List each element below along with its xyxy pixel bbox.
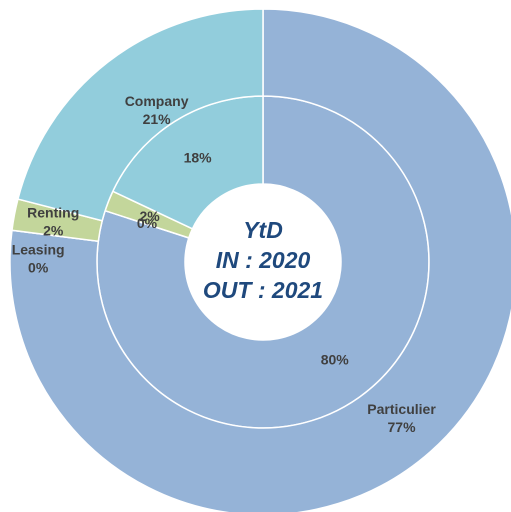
value-label: 2%	[139, 208, 160, 224]
value-label: 21%	[143, 111, 172, 127]
value-label: 2%	[43, 222, 64, 238]
center-text: OUT : 2021	[203, 277, 323, 303]
category-label: Particulier	[367, 401, 436, 417]
value-label: 0%	[28, 259, 49, 275]
donut-slice	[17, 8, 264, 222]
value-label: 18%	[184, 150, 213, 166]
center-text: YtD	[243, 217, 283, 243]
value-label: 80%	[321, 351, 350, 367]
category-label: Leasing	[12, 241, 65, 257]
value-label: 77%	[388, 419, 417, 435]
donut-slice	[9, 8, 511, 512]
value-label: 0%	[137, 215, 158, 231]
category-label: Company	[125, 93, 189, 109]
category-label: Renting	[27, 204, 79, 220]
center-text: IN : 2020	[216, 247, 311, 273]
